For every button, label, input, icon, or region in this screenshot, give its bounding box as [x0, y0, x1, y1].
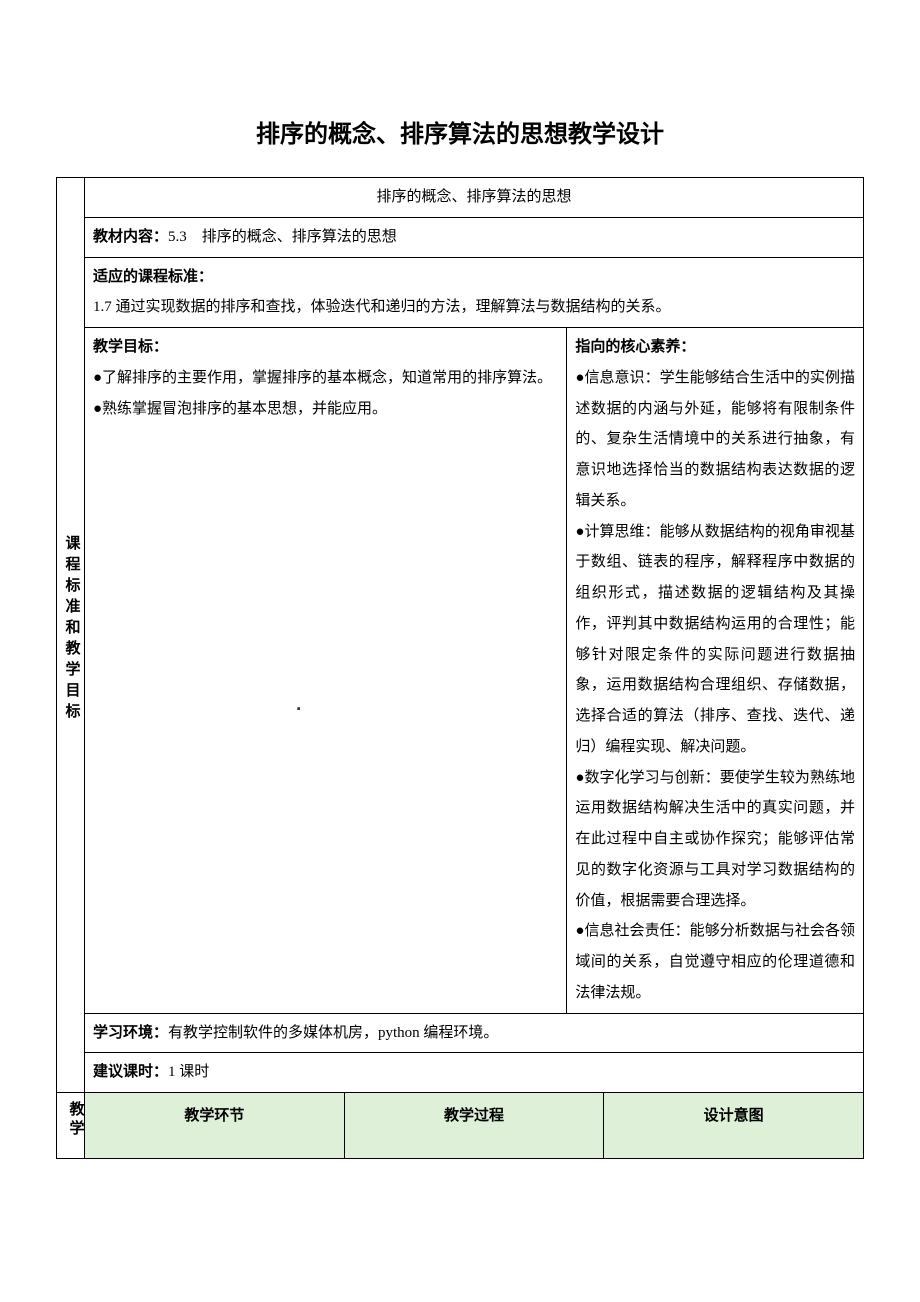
vertical-label-teaching-text: 教学 — [61, 1101, 90, 1139]
lesson-plan-table: 课程标准和教学目标 排序的概念、排序算法的思想 教材内容：5.3 排序的概念、排… — [56, 177, 864, 1159]
core-4: ●信息社会责任：能够分析数据与社会各领域间的关系，自觉遵守相应的伦理道德和法律法… — [575, 916, 855, 1008]
core-label: 指向的核心素养： — [575, 332, 855, 363]
core-1: ●信息意识：学生能够结合生活中的实例描述数据的内涵与外延，能够将有限制条件的、复… — [575, 363, 855, 517]
objective-1: ●了解排序的主要作用，掌握排序的基本概念，知道常用的排序算法。 — [93, 363, 558, 394]
standard-label: 适应的课程标准： — [93, 262, 855, 293]
header-stage: 教学环节 — [85, 1093, 345, 1159]
material-label: 教材内容： — [93, 228, 168, 245]
material-row: 教材内容：5.3 排序的概念、排序算法的思想 — [85, 217, 864, 257]
subtitle-cell: 排序的概念、排序算法的思想 — [85, 178, 864, 218]
process-header-row: 教学 教学环节 教学过程 设计意图 — [57, 1093, 864, 1159]
core-3: ●数字化学习与创新：要使学生较为熟练地运用数据结构解决生活中的真实问题，并在此过… — [575, 763, 855, 917]
vertical-label-standards: 课程标准和教学目标 — [57, 178, 85, 1093]
objectives-label: 教学目标： — [93, 332, 558, 363]
vertical-label-text: 课程标准和教学目标 — [57, 535, 86, 724]
objectives-column: 教学目标： ●了解排序的主要作用，掌握排序的基本概念，知道常用的排序算法。 ●熟… — [85, 328, 567, 1013]
material-text: 5.3 排序的概念、排序算法的思想 — [168, 229, 397, 245]
decorative-dot: ▪ — [297, 698, 301, 721]
period-row: 建议课时：1 课时 — [85, 1053, 864, 1093]
env-label: 学习环境： — [93, 1024, 168, 1041]
page-title: 排序的概念、排序算法的思想教学设计 — [56, 110, 864, 159]
standard-text: 1.7 通过实现数据的排序和查找，体验迭代和递归的方法，理解算法与数据结构的关系… — [93, 292, 855, 323]
header-intent: 设计意图 — [604, 1093, 864, 1159]
header-process: 教学过程 — [344, 1093, 604, 1159]
period-text: 1 课时 — [168, 1064, 209, 1080]
period-label: 建议课时： — [93, 1063, 168, 1080]
environment-row: 学习环境：有教学控制软件的多媒体机房，python 编程环境。 — [85, 1013, 864, 1053]
vertical-label-teaching: 教学 — [57, 1093, 85, 1159]
objectives-core-row: 教学目标： ●了解排序的主要作用，掌握排序的基本概念，知道常用的排序算法。 ●熟… — [85, 328, 864, 1014]
env-text: 有教学控制软件的多媒体机房，python 编程环境。 — [168, 1025, 498, 1041]
objective-2: ●熟练掌握冒泡排序的基本思想，并能应用。 — [93, 394, 558, 425]
core-2: ●计算思维：能够从数据结构的视角审视基于数组、链表的程序，解释程序中数据的组织形… — [575, 517, 855, 763]
standard-row: 适应的课程标准： 1.7 通过实现数据的排序和查找，体验迭代和递归的方法，理解算… — [85, 257, 864, 328]
core-literacy-column: 指向的核心素养： ●信息意识：学生能够结合生活中的实例描述数据的内涵与外延，能够… — [567, 328, 863, 1013]
